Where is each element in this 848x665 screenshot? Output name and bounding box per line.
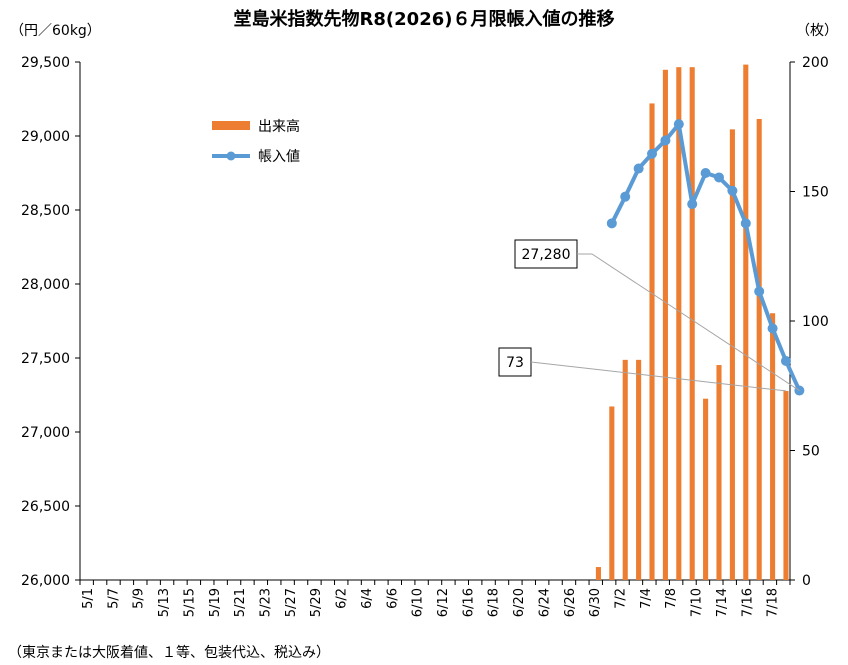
- settlement-line: [606, 119, 805, 396]
- settlement-point: [647, 148, 658, 159]
- right-axis-ticks: 0 50 100 150 200: [790, 55, 829, 589]
- callouts: 27,280 73: [498, 239, 800, 392]
- legend-marker-price: [226, 151, 236, 161]
- plot-frame: [79, 62, 791, 581]
- x-tick-label: 5/19: [208, 588, 223, 617]
- volume-bar: [743, 64, 749, 581]
- settlement-point: [660, 135, 671, 146]
- x-tick-label: 6/24: [537, 588, 552, 617]
- settlement-point: [740, 218, 751, 229]
- x-tick-label: 7/10: [690, 588, 705, 617]
- x-tick-label: 6/26: [563, 588, 578, 617]
- x-tick-label: 5/13: [157, 588, 172, 617]
- settlement-point: [687, 199, 698, 210]
- x-tick-label: 6/6: [385, 588, 400, 609]
- left-tick-label: 27,500: [21, 351, 70, 367]
- left-tick-label: 26,500: [21, 499, 70, 515]
- x-tick-label: 5/27: [284, 588, 299, 617]
- callout-price-label: 27,280: [522, 247, 571, 263]
- volume-bar: [622, 359, 628, 580]
- volume-bar: [729, 129, 735, 580]
- x-tick-label: 6/18: [487, 588, 502, 617]
- x-tick-label: 5/15: [182, 588, 197, 617]
- callout-price-leader: [577, 253, 800, 391]
- callout-volume-box: [498, 347, 532, 377]
- left-tick-label: 29,500: [21, 55, 70, 71]
- volume-bar: [756, 118, 762, 580]
- x-tick-label: 7/8: [664, 588, 679, 609]
- settlement-point: [754, 286, 765, 297]
- right-tick-label: 50: [802, 444, 820, 460]
- right-tick-label: 0: [802, 573, 811, 589]
- legend: 出来高 帳入値: [212, 118, 300, 165]
- x-tick-label: 7/4: [639, 588, 654, 609]
- callout-volume-label: 73: [506, 355, 524, 371]
- left-tick-label: 29,000: [21, 129, 70, 145]
- volume-bar: [716, 365, 722, 580]
- chart-title: 堂島米指数先物R8(2026)６月限帳入値の推移: [234, 8, 615, 30]
- right-tick-label: 100: [802, 314, 829, 330]
- volume-bar: [770, 313, 776, 580]
- x-tick-label: 5/9: [132, 588, 147, 609]
- settlement-point: [606, 218, 617, 229]
- legend-swatch-volume: [212, 121, 250, 130]
- right-tick-label: 150: [802, 185, 829, 201]
- settlement-point: [727, 185, 738, 196]
- volume-bar: [689, 67, 695, 581]
- x-tick-label: 6/4: [360, 588, 375, 609]
- settlement-point: [714, 172, 724, 183]
- right-tick-label: 200: [802, 55, 829, 71]
- x-tick-label: 6/10: [411, 588, 426, 617]
- volume-bar: [595, 567, 601, 580]
- volume-bar: [609, 406, 615, 580]
- volume-bar: [703, 398, 709, 580]
- settlement-point: [780, 355, 791, 366]
- settlement-point: [767, 323, 778, 334]
- left-axis-ticks: 26,000 26,500 27,000 27,500 28,000 28,500 29,0…: [21, 55, 80, 589]
- settlement-point: [633, 163, 644, 174]
- legend-label-price: 帳入値: [258, 149, 300, 165]
- volume-bar: [676, 67, 682, 581]
- left-axis-unit: （円／60kg）: [10, 23, 101, 39]
- settlement-point: [673, 119, 684, 130]
- callout-price-box: [514, 239, 578, 269]
- x-tick-label: 6/30: [588, 588, 603, 617]
- x-tick-label: 6/20: [512, 588, 527, 617]
- x-tick-label: 5/21: [233, 588, 248, 617]
- left-tick-label: 28,000: [21, 277, 70, 293]
- callout-volume-leader: [530, 361, 787, 392]
- left-tick-label: 26,000: [21, 573, 70, 589]
- x-tick-label: 5/29: [309, 588, 324, 617]
- x-axis-ticks: 5/1 5/7 5/9 5/13 5/15 5/19 5/21 5/23 5/27 5/29 6/2…: [79, 580, 791, 617]
- x-tick-label: 7/14: [715, 588, 730, 617]
- right-axis-unit: （枚）: [796, 23, 838, 39]
- legend-label-volume: 出来高: [258, 118, 300, 135]
- settlement-point: [700, 168, 711, 178]
- x-tick-label: 6/2: [335, 588, 350, 609]
- volume-bar: [662, 69, 668, 581]
- volume-bars: [595, 64, 789, 581]
- x-tick-label: 7/2: [614, 588, 629, 609]
- volume-bar: [783, 390, 789, 580]
- settlement-point: [620, 191, 631, 202]
- left-tick-label: 27,000: [21, 425, 70, 441]
- x-tick-label: 5/1: [81, 588, 96, 609]
- volume-bar: [636, 359, 642, 580]
- x-tick-label: 5/7: [106, 588, 121, 609]
- x-tick-label: 7/16: [740, 588, 755, 617]
- footnote: （東京または大阪着値、１等、包装代込、税込み）: [8, 644, 330, 661]
- volume-bar: [649, 103, 655, 580]
- x-tick-label: 6/16: [461, 588, 476, 617]
- left-tick-label: 28,500: [21, 203, 70, 219]
- x-tick-label: 7/18: [766, 588, 781, 617]
- x-tick-label: 6/12: [436, 588, 451, 617]
- x-tick-label: 5/23: [259, 588, 274, 617]
